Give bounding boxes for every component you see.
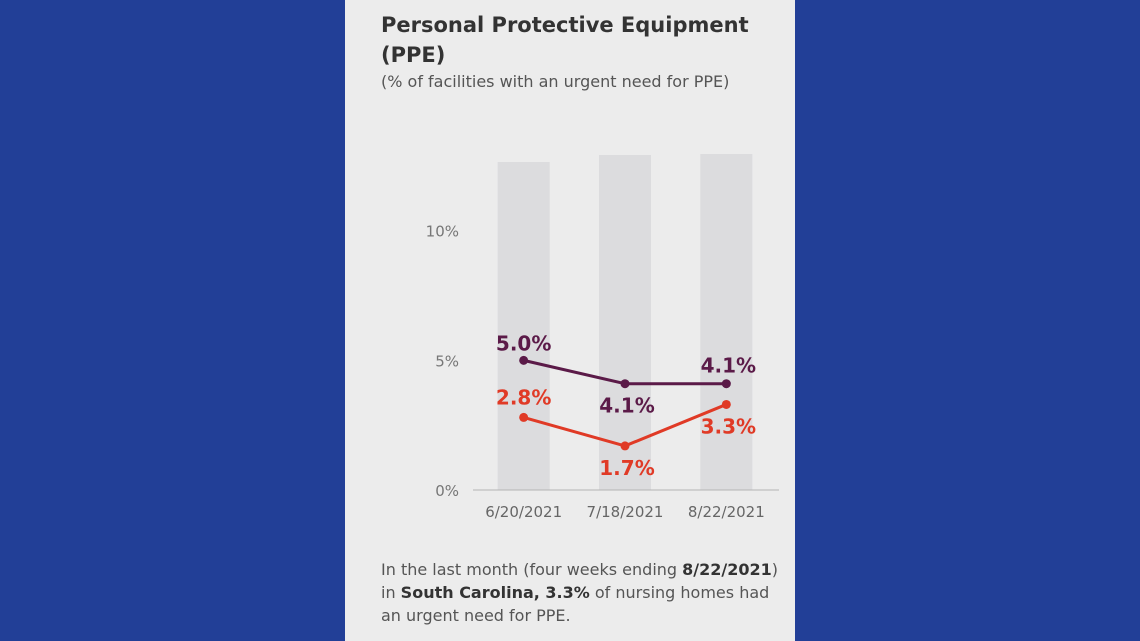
x-tick-label: 6/20/2021 (485, 503, 562, 521)
data-label: 3.3% (701, 414, 756, 438)
data-point (620, 379, 630, 389)
background-bar (599, 155, 651, 490)
x-tick-label: 8/22/2021 (688, 503, 765, 521)
background-bar (497, 162, 550, 490)
chart-card: Personal Protective Equipment (PPE) (% o… (345, 0, 795, 641)
y-tick-label: 0% (435, 482, 459, 500)
data-label: 4.1% (599, 394, 654, 418)
x-tick-label: 7/18/2021 (587, 503, 664, 521)
footnote-text-2: ) in (381, 560, 779, 602)
chart-title: Personal Protective Equipment (PPE) (381, 13, 749, 67)
data-point (620, 441, 630, 451)
data-point (519, 412, 529, 422)
footnote-text-3: of nursing homes had an urgent need for … (381, 583, 770, 625)
footnote-state: South Carolina, 3.3% (400, 583, 590, 602)
footnote: In the last month (four weeks ending 8/2… (381, 558, 781, 627)
data-label: 5.0% (496, 331, 551, 355)
data-label: 4.1% (701, 354, 756, 378)
y-tick-label: 5% (435, 352, 459, 370)
data-point (721, 399, 731, 409)
footnote-date: 8/22/2021 (682, 560, 772, 579)
y-tick-label: 10% (426, 223, 459, 241)
line-chart: 0% 5% 10% 6/20/2021 7/18/2021 8/22/2021 5.0% 4.… (426, 154, 779, 521)
chart-subtitle: (% of facilities with an urgent need for… (381, 72, 730, 91)
background-bar (700, 154, 753, 490)
data-label: 1.7% (599, 456, 654, 480)
footnote-text-1: In the last month (four weeks ending (381, 560, 683, 579)
data-point (519, 355, 529, 365)
data-label: 2.8% (496, 385, 551, 409)
data-point (721, 379, 731, 389)
